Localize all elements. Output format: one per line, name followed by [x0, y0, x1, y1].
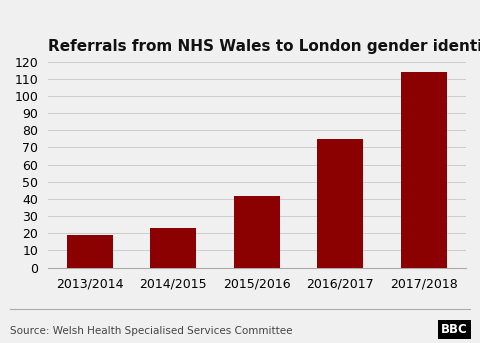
Bar	[234, 196, 280, 268]
Bar	[67, 235, 113, 268]
Text: Referrals from NHS Wales to London gender identity clinic: Referrals from NHS Wales to London gende…	[48, 39, 480, 54]
Bar	[401, 72, 446, 268]
Bar	[150, 228, 196, 268]
Bar	[317, 139, 363, 268]
Text: BBC: BBC	[441, 323, 468, 336]
Text: Source: Welsh Health Specialised Services Committee: Source: Welsh Health Specialised Service…	[10, 326, 292, 336]
